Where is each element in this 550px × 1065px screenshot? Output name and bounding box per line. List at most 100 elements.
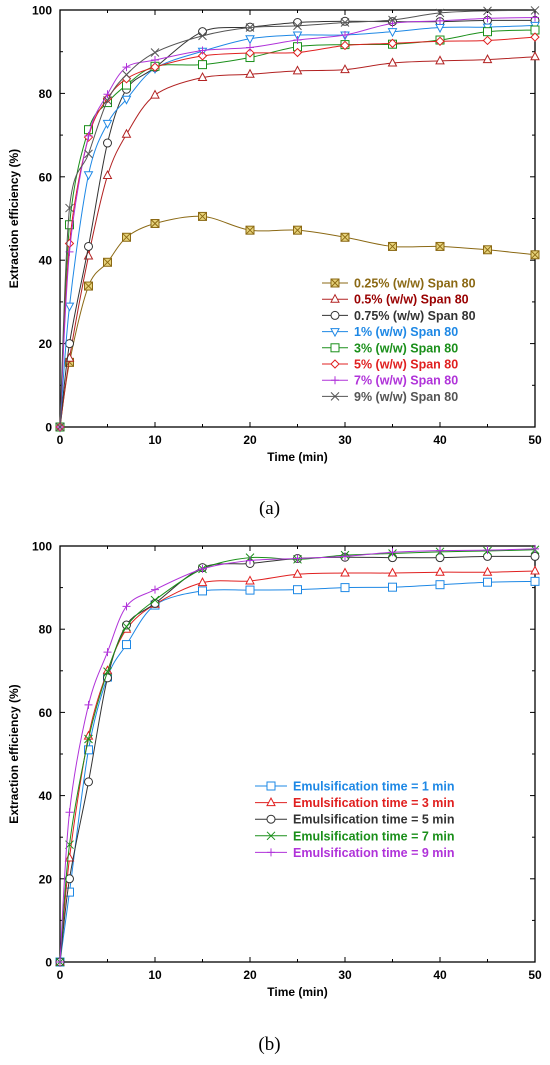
data-point (530, 565, 540, 575)
data-point (198, 211, 207, 221)
legend-marker (266, 831, 276, 841)
legend-entry: 5% (w/w) Span 80 (354, 358, 458, 372)
data-point (245, 585, 255, 595)
data-point (150, 89, 160, 99)
legend-marker (330, 392, 340, 401)
data-point (387, 38, 398, 49)
legend: Emulsification time = 1 min Emulsificatio… (255, 780, 455, 860)
data-point (341, 552, 349, 561)
data-point (435, 580, 445, 590)
series-line (59, 555, 536, 963)
data-point (292, 568, 303, 578)
data-point (483, 546, 492, 555)
data-point (103, 138, 112, 148)
y-tick-label: 40 (39, 254, 53, 268)
data-point (483, 14, 492, 23)
data-point (435, 566, 445, 576)
data-point (65, 808, 74, 817)
data-point (122, 63, 131, 72)
x-tick-label: 0 (57, 433, 64, 447)
x-tick-label: 50 (528, 433, 542, 447)
data-point (245, 23, 255, 32)
legend-entry: 1% (w/w) Span 80 (354, 325, 458, 339)
series-2 (55, 551, 540, 967)
data-point (292, 47, 303, 58)
data-point (122, 232, 131, 242)
data-point (150, 62, 160, 72)
series-line (59, 56, 536, 428)
data-point (103, 667, 112, 676)
data-point (245, 35, 255, 45)
data-point (531, 544, 539, 553)
legend-entry: 0.5% (w/w) Span 80 (354, 293, 469, 307)
data-point (387, 28, 398, 38)
y-tick-label: 80 (39, 87, 53, 101)
data-point (198, 27, 207, 37)
data-point (84, 149, 93, 159)
legend-entry: 7% (w/w) Span 80 (354, 374, 458, 388)
legend-marker (266, 814, 276, 824)
data-point (340, 18, 350, 27)
legend-marker (330, 293, 340, 303)
data-point (340, 232, 350, 242)
data-point (103, 257, 112, 267)
legend-marker (267, 848, 275, 857)
data-point (293, 554, 302, 563)
x-axis-label: Time (min) (267, 450, 327, 464)
series-4 (56, 544, 539, 966)
data-point (530, 32, 540, 42)
data-point (340, 40, 350, 51)
y-tick-label: 40 (39, 789, 53, 803)
data-point (483, 245, 492, 255)
data-point (387, 57, 398, 67)
legend-entry: 9% (w/w) Span 80 (354, 390, 458, 404)
data-point (84, 131, 93, 140)
data-point (122, 622, 131, 632)
data-point (84, 734, 93, 744)
chart-panel-0: 0 10 20 30 40 50 0 20 40 60 80 100 Time (min) Extract… (7, 4, 542, 520)
data-point (245, 225, 255, 235)
data-point (103, 673, 112, 683)
legend-entry: 0.75% (w/w) Span 80 (354, 309, 476, 323)
data-point (483, 27, 492, 37)
x-axis-label: Time (min) (267, 985, 327, 999)
data-point (150, 48, 160, 57)
legend-marker (330, 310, 340, 320)
data-point (102, 119, 113, 129)
legend-marker (330, 359, 340, 369)
x-tick-label: 20 (243, 968, 257, 982)
legend-marker (330, 278, 340, 288)
data-point (65, 887, 74, 897)
series-line (59, 580, 536, 963)
legend-marker (330, 328, 340, 338)
y-tick-label: 0 (45, 421, 52, 435)
data-point (65, 203, 74, 213)
y-tick-label: 80 (39, 623, 53, 637)
series-3 (55, 545, 540, 967)
data-point (388, 241, 397, 251)
data-point (198, 46, 207, 55)
y-axis-label: Extraction efficiency (%) (7, 684, 21, 823)
data-point (530, 250, 540, 260)
data-point (293, 225, 302, 235)
series-line (59, 549, 536, 963)
legend-marker (330, 343, 340, 353)
data-point (122, 602, 131, 611)
data-point (246, 43, 254, 52)
data-point (435, 8, 445, 18)
data-point (64, 302, 75, 312)
x-tick-label: 40 (433, 968, 447, 982)
data-point (292, 65, 303, 75)
data-point (122, 70, 131, 79)
data-point (292, 31, 303, 41)
data-point (435, 36, 445, 46)
data-point (340, 16, 350, 26)
x-tick-label: 0 (57, 968, 64, 982)
y-tick-label: 60 (39, 706, 53, 720)
data-point (198, 31, 207, 41)
y-tick-label: 20 (39, 872, 53, 886)
legend-entry: Emulsification time = 5 min (293, 813, 455, 827)
legend-entry: 0.25% (w/w) Span 80 (354, 277, 476, 291)
data-point (482, 35, 493, 46)
